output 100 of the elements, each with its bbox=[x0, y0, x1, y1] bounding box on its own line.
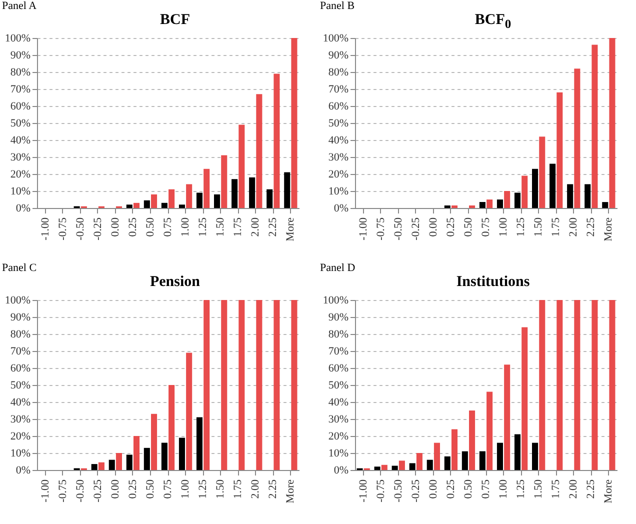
x-tick-label: 1.00 bbox=[498, 217, 510, 237]
bar bbox=[496, 200, 503, 208]
bar bbox=[462, 451, 468, 470]
bar bbox=[204, 300, 210, 470]
y-tick-label: 20% bbox=[10, 430, 30, 442]
y-tick-label: 100% bbox=[322, 32, 348, 44]
x-tick-label: 0.75 bbox=[480, 217, 492, 237]
x-tick-label: 1.50 bbox=[214, 479, 227, 499]
y-tick-label: 50% bbox=[328, 118, 348, 130]
bar bbox=[291, 38, 298, 208]
x-tick-label: 2.00 bbox=[250, 479, 262, 499]
bar bbox=[221, 300, 228, 470]
x-tick-label: -0.75 bbox=[56, 479, 69, 502]
bar bbox=[284, 172, 290, 208]
y-tick-label: 10% bbox=[10, 186, 30, 198]
y-tick-label: 20% bbox=[10, 168, 30, 180]
bar bbox=[409, 463, 416, 470]
bar bbox=[574, 68, 580, 208]
bar bbox=[196, 192, 203, 208]
bar bbox=[161, 442, 168, 470]
x-tick-label: 0.25 bbox=[126, 217, 139, 237]
bar bbox=[514, 192, 521, 208]
x-tick-label: More bbox=[284, 217, 297, 242]
y-tick-label: 90% bbox=[328, 50, 348, 62]
x-tick-label: -1.00 bbox=[357, 217, 370, 240]
y-tick-label: 80% bbox=[328, 328, 348, 340]
x-tick-label: 2.00 bbox=[568, 217, 580, 237]
y-tick-label: 90% bbox=[328, 312, 348, 324]
x-tick-label: -0.50 bbox=[392, 479, 404, 502]
chart-title: Institutions bbox=[455, 274, 531, 291]
bar bbox=[221, 155, 228, 208]
y-tick-label: 80% bbox=[10, 66, 30, 78]
bar bbox=[398, 460, 405, 470]
y-tick-label: 10% bbox=[10, 448, 30, 460]
x-tick-label: 1.75 bbox=[550, 217, 562, 237]
bar bbox=[444, 205, 450, 208]
x-tick-label: 0.75 bbox=[162, 217, 174, 237]
x-tick-label: 1.25 bbox=[197, 217, 210, 237]
bar bbox=[238, 300, 245, 470]
bar bbox=[434, 442, 440, 470]
y-tick-label: 0% bbox=[16, 202, 30, 214]
x-tick-label: -0.75 bbox=[374, 217, 387, 240]
x-tick-label: 0.00 bbox=[427, 217, 440, 237]
y-tick-label: 60% bbox=[10, 100, 30, 112]
bar bbox=[479, 202, 486, 208]
y-tick-label: 70% bbox=[328, 84, 348, 96]
bar bbox=[486, 392, 493, 470]
bar bbox=[567, 184, 574, 208]
bar bbox=[451, 429, 458, 470]
x-tick-label: 0.25 bbox=[126, 479, 139, 499]
bar bbox=[249, 177, 256, 208]
bar bbox=[186, 352, 192, 470]
x-tick-label: -0.25 bbox=[92, 479, 104, 502]
text: Panel A bbox=[2, 0, 37, 12]
x-tick-label: 1.50 bbox=[214, 217, 227, 237]
y-tick-label: 20% bbox=[328, 168, 348, 180]
bar bbox=[539, 300, 546, 470]
bar bbox=[266, 189, 273, 208]
x-tick-label: -0.25 bbox=[410, 217, 422, 240]
x-tick-label: 0.50 bbox=[462, 479, 474, 499]
bar bbox=[116, 453, 122, 470]
x-tick-label: -0.75 bbox=[374, 479, 387, 502]
y-tick-label: 30% bbox=[328, 414, 348, 426]
bar bbox=[444, 456, 450, 470]
x-tick-label: -1.00 bbox=[39, 479, 52, 502]
bar bbox=[256, 94, 262, 208]
bar bbox=[133, 202, 140, 208]
bar bbox=[469, 410, 476, 470]
y-tick-label: 0% bbox=[334, 464, 348, 476]
x-tick-label: -0.50 bbox=[74, 217, 86, 240]
x-tick-label: More bbox=[602, 479, 615, 504]
bar bbox=[151, 194, 158, 208]
y-tick-label: 10% bbox=[328, 186, 348, 198]
bar bbox=[609, 38, 616, 208]
bar bbox=[504, 191, 510, 208]
bar bbox=[238, 124, 245, 208]
x-tick-label: 0.50 bbox=[462, 217, 474, 237]
bar bbox=[133, 436, 140, 470]
bar bbox=[514, 434, 521, 470]
bar bbox=[178, 204, 185, 208]
x-tick-label: 0.50 bbox=[144, 217, 156, 237]
y-tick-label: 50% bbox=[328, 380, 348, 392]
x-tick-label: 2.25 bbox=[585, 479, 598, 499]
bar bbox=[126, 204, 132, 208]
bar bbox=[256, 300, 262, 470]
x-tick-label: 1.75 bbox=[550, 479, 562, 499]
chart-title: BCF bbox=[159, 12, 191, 29]
bar bbox=[126, 454, 132, 470]
x-tick-label: 1.25 bbox=[515, 217, 528, 237]
y-tick-label: 30% bbox=[10, 152, 30, 164]
bar bbox=[151, 414, 158, 470]
y-tick-label: 40% bbox=[328, 134, 348, 146]
bar bbox=[196, 417, 203, 470]
x-tick-label: 1.00 bbox=[180, 479, 192, 499]
bar bbox=[522, 327, 528, 470]
bar bbox=[522, 176, 528, 208]
y-tick-label: 20% bbox=[328, 430, 348, 442]
bar bbox=[592, 300, 598, 470]
bar bbox=[486, 200, 493, 208]
x-tick-label: 1.50 bbox=[532, 217, 545, 237]
